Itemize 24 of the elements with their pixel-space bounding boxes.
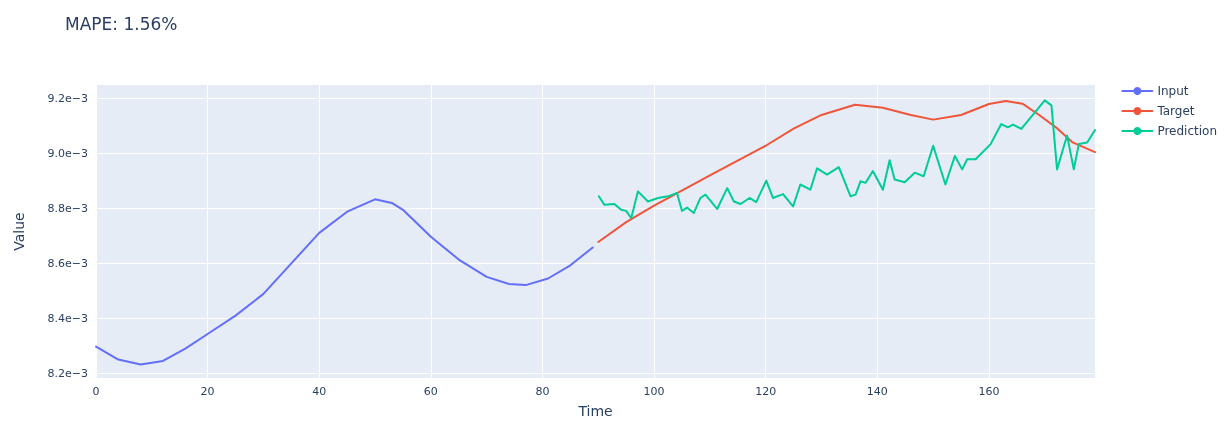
x-tick-label: 140 <box>866 385 888 398</box>
x-tick-label: 100 <box>643 385 665 398</box>
x-tick-label: 120 <box>755 385 777 398</box>
y-axis-title: Value <box>11 212 27 251</box>
line-series <box>597 99 1096 243</box>
legend-label: Input <box>1157 84 1189 98</box>
x-tick-label: 40 <box>312 385 327 398</box>
x-axis-title: Time <box>577 403 613 419</box>
legend-label: Target <box>1156 104 1195 118</box>
x-tick-label: 160 <box>978 385 1000 398</box>
y-tick-label: 9.2e−3 <box>47 91 88 105</box>
legend-label: Prediction <box>1157 124 1218 138</box>
y-tick-label: 8.8e−3 <box>47 201 88 215</box>
y-tick-label: 9.0e−3 <box>47 146 88 160</box>
chart-title: MAPE: 1.56% <box>65 13 178 34</box>
x-tick-label: 80 <box>535 385 550 398</box>
x-tick-label: 0 <box>92 385 100 398</box>
x-tick-label: 60 <box>423 385 438 398</box>
y-tick-label: 8.4e−3 <box>47 311 88 325</box>
line-series <box>597 99 1096 220</box>
y-tick-label: 8.6e−3 <box>47 256 88 270</box>
x-tick-label: 20 <box>200 385 215 398</box>
y-tick-label: 8.2e−3 <box>47 366 88 380</box>
line-series <box>95 198 594 366</box>
